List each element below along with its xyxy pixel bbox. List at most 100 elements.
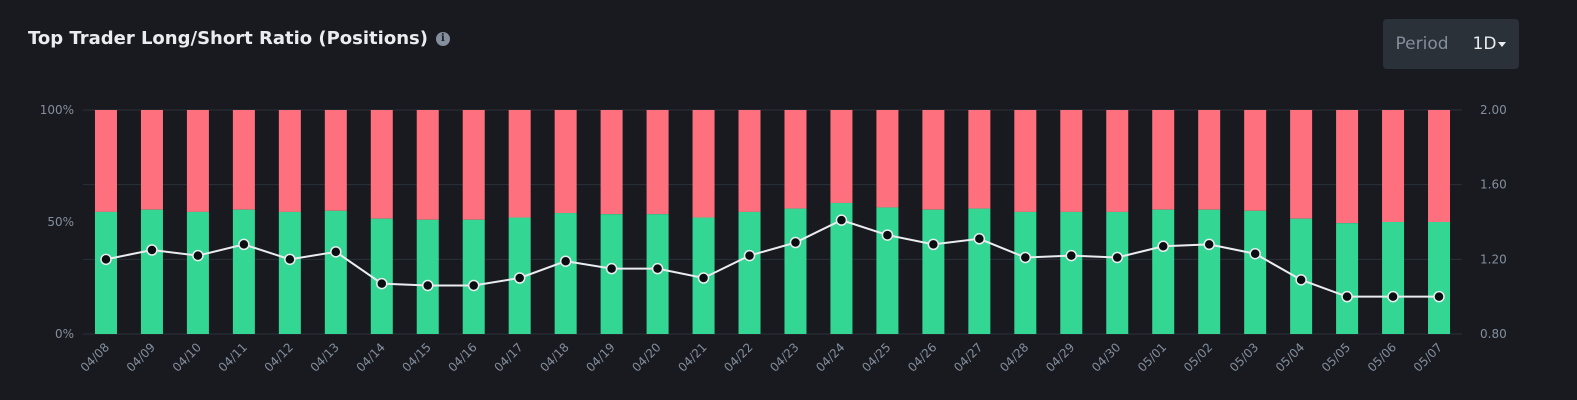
short-bar bbox=[1290, 110, 1313, 219]
short-bar bbox=[232, 110, 255, 210]
short-bar bbox=[968, 110, 991, 209]
short-bar bbox=[1336, 110, 1359, 224]
short-bar bbox=[1060, 110, 1083, 212]
short-bar bbox=[94, 110, 117, 212]
long-bar bbox=[278, 211, 301, 334]
x-axis-tick-label: 04/27 bbox=[951, 340, 985, 374]
long-bar bbox=[140, 209, 163, 334]
x-axis-tick-label: 05/06 bbox=[1365, 340, 1399, 374]
x-axis-tick-label: 04/29 bbox=[1043, 340, 1077, 374]
x-axis-tick-label: 05/07 bbox=[1411, 340, 1445, 374]
ratio-point bbox=[1111, 251, 1123, 264]
x-axis-tick-label: 04/11 bbox=[216, 340, 250, 374]
ratio-point bbox=[1019, 251, 1032, 264]
x-axis-tick-label: 05/01 bbox=[1135, 340, 1169, 374]
ratio-point bbox=[1295, 274, 1307, 286]
right-axis-tick-label: 1.20 bbox=[1480, 252, 1507, 266]
period-dropdown[interactable]: 1D bbox=[1473, 34, 1507, 54]
x-axis-tick-label: 04/28 bbox=[997, 340, 1031, 374]
short-bar bbox=[1106, 110, 1129, 212]
long-bar bbox=[738, 211, 761, 334]
ratio-point bbox=[1249, 247, 1261, 260]
x-axis-tick-label: 04/14 bbox=[354, 340, 388, 374]
right-axis-tick-label: 0.80 bbox=[1480, 327, 1507, 341]
short-bar bbox=[370, 110, 393, 219]
x-axis-tick-label: 04/13 bbox=[308, 340, 342, 374]
short-bar bbox=[876, 110, 899, 208]
x-axis-tick-label: 04/25 bbox=[859, 340, 893, 374]
short-bar bbox=[140, 110, 163, 210]
ratio-point bbox=[1433, 290, 1445, 303]
ratio-point bbox=[927, 238, 940, 251]
short-bar bbox=[1198, 110, 1221, 210]
long-bar bbox=[1244, 210, 1267, 334]
short-bar bbox=[830, 110, 853, 203]
long-bar bbox=[830, 202, 853, 334]
short-bar bbox=[692, 110, 715, 218]
ratio-point bbox=[146, 244, 158, 256]
x-axis-tick-label: 04/17 bbox=[491, 340, 525, 374]
ratio-point bbox=[1065, 249, 1078, 262]
ratio-line bbox=[105, 219, 1440, 298]
ratio-point bbox=[376, 277, 388, 290]
long-bar bbox=[232, 209, 255, 334]
ratio-point bbox=[467, 279, 480, 292]
ratio-point bbox=[835, 214, 848, 226]
short-bar bbox=[1382, 110, 1405, 222]
page-title: Top Trader Long/Short Ratio (Positions) bbox=[28, 28, 428, 49]
period-label: Period bbox=[1395, 34, 1449, 54]
x-axis-tick-label: 04/09 bbox=[124, 340, 158, 374]
long-bar bbox=[968, 208, 991, 334]
x-axis-tick-label: 04/26 bbox=[905, 340, 939, 374]
ratio-point bbox=[605, 262, 618, 275]
long-bar bbox=[1014, 211, 1037, 334]
long-bar bbox=[462, 219, 485, 334]
ratio-point bbox=[422, 279, 434, 292]
ratio-point bbox=[330, 246, 342, 258]
x-axis-tick-label: 05/02 bbox=[1181, 340, 1215, 374]
long-bar bbox=[1060, 211, 1083, 334]
period-value: 1D bbox=[1472, 34, 1497, 54]
x-axis-tick-label: 04/12 bbox=[262, 340, 296, 374]
short-bar bbox=[554, 110, 577, 214]
x-axis-tick-label: 04/16 bbox=[445, 340, 479, 374]
long-bar bbox=[94, 211, 117, 334]
short-bar bbox=[186, 110, 209, 212]
ratio-point bbox=[789, 236, 802, 249]
x-axis-tick-label: 04/19 bbox=[583, 340, 617, 374]
ratio-point bbox=[192, 249, 204, 262]
x-axis-tick-label: 05/03 bbox=[1227, 340, 1261, 374]
short-bar bbox=[324, 110, 347, 211]
chart-title-row: Top Trader Long/Short Ratio (Positions) … bbox=[28, 28, 450, 49]
long-bar bbox=[1106, 211, 1129, 334]
ratio-point bbox=[1341, 290, 1353, 303]
long-bar bbox=[370, 218, 393, 334]
short-bar bbox=[278, 110, 301, 212]
period-selector[interactable]: Period 1D bbox=[1383, 19, 1519, 69]
short-bar bbox=[416, 110, 439, 220]
short-bar bbox=[600, 110, 623, 215]
long-bar bbox=[1382, 222, 1405, 334]
long-bar bbox=[1198, 209, 1221, 334]
x-axis-tick-label: 04/20 bbox=[629, 340, 663, 374]
left-axis-tick-label: 0% bbox=[55, 327, 74, 341]
ratio-point bbox=[513, 272, 526, 284]
ratio-point bbox=[284, 253, 296, 266]
long-bar bbox=[1336, 223, 1359, 334]
x-axis-tick-label: 04/30 bbox=[1089, 340, 1123, 374]
info-icon[interactable]: i bbox=[435, 31, 450, 46]
short-bar bbox=[1428, 110, 1451, 222]
short-bar bbox=[646, 110, 669, 215]
ratio-point bbox=[697, 272, 710, 284]
x-axis-tick-label: 05/05 bbox=[1319, 340, 1353, 374]
x-axis-tick-label: 04/24 bbox=[813, 340, 847, 374]
short-bar bbox=[462, 110, 485, 220]
ratio-point bbox=[559, 255, 572, 267]
chevron-down-icon bbox=[1498, 41, 1507, 47]
short-bar bbox=[1014, 110, 1037, 212]
left-axis-tick-label: 100% bbox=[40, 103, 74, 117]
long-bar bbox=[1428, 222, 1451, 334]
x-axis-tick-label: 04/21 bbox=[675, 340, 709, 374]
long-bar bbox=[876, 207, 899, 334]
ratio-point bbox=[651, 262, 664, 275]
